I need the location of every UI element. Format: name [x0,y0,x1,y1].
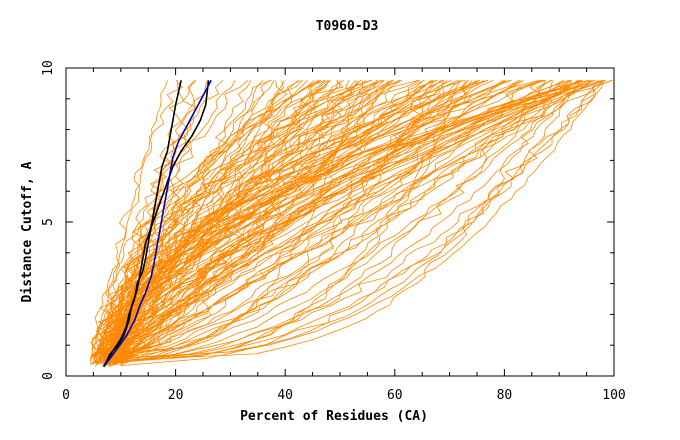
x-tick-label: 60 [387,388,403,403]
model-curve [109,79,345,359]
model-curve [96,80,467,362]
model-curve [107,80,553,362]
axis-tick-labels: 0 20 40 60 80 100 0 5 10 [41,60,626,403]
model-curve [118,80,252,360]
model-curve [110,79,606,359]
model-curve [93,79,603,362]
model-curve [101,80,364,355]
model-curve [120,80,604,366]
model-curve [103,80,389,366]
model-curve [90,79,270,358]
model-curve [105,79,459,364]
model-curve [119,79,545,366]
model-curve [108,79,596,358]
model-curve [120,80,308,355]
x-tick-label: 20 [168,388,184,403]
model-curve [121,79,592,363]
model-curve [93,79,506,364]
model-curve [96,79,581,355]
model-curve [92,79,546,365]
model-curve [98,79,385,360]
model-curve [94,80,196,367]
model-curve [97,80,329,360]
model-curve [94,79,445,362]
model-curve [111,79,570,359]
model-curve [100,80,581,360]
y-tick-label: 5 [41,218,56,226]
model-curve [113,79,425,366]
model-curve [124,79,507,360]
model-curve [109,79,438,357]
highlighted-model-curves [103,79,212,368]
y-tick-label: 0 [41,372,56,380]
model-curve [116,80,341,366]
model-curve [100,79,299,362]
model-curve [100,79,605,363]
x-tick-label: 80 [497,388,513,403]
x-axis-label: Percent of Residues (CA) [240,409,428,424]
model-curve [96,79,553,365]
model-curve [102,79,442,366]
model-curve [91,79,321,360]
y-tick-label: 10 [41,60,56,76]
y-axis-label: Distance Cutoff, A [20,161,35,302]
series-line-1 [103,80,210,368]
model-curve [120,79,579,359]
chart-title: T0960-D3 [316,19,379,34]
model-curve [106,79,543,360]
x-tick-label: 0 [62,388,70,403]
series-line-2 [103,80,182,368]
model-curve [113,80,444,356]
axis-ticks [65,67,615,377]
model-curve [105,80,197,356]
model-curve [124,79,448,363]
model-curve [108,79,421,366]
model-curve [116,79,444,360]
model-curve [106,79,606,363]
model-curve [99,80,304,357]
background-model-curves [90,79,613,367]
model-curve [90,79,590,357]
series-line-3 [103,79,212,368]
model-curve [117,80,275,367]
model-curve [113,79,582,363]
model-curve [112,79,465,367]
model-curve [115,80,264,365]
model-curve [125,80,361,361]
x-tick-label: 40 [277,388,293,403]
model-curve [111,79,379,361]
model-curve [107,80,604,360]
model-curve [91,80,168,356]
model-curve [98,80,183,366]
model-curve [93,80,581,362]
model-curve [117,80,288,358]
model-curve [93,80,592,362]
model-curve [123,79,613,361]
x-tick-label: 100 [602,388,625,403]
